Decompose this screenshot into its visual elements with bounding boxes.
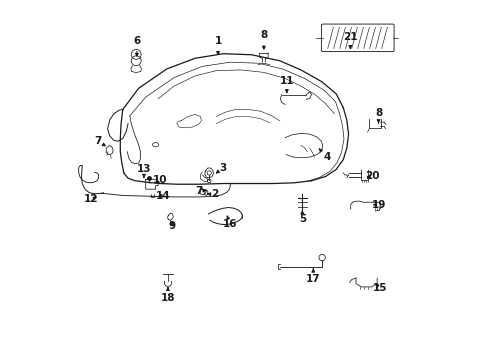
Text: 5: 5 <box>298 211 305 224</box>
Text: 11: 11 <box>279 76 293 93</box>
Text: 8: 8 <box>260 30 267 49</box>
Text: 16: 16 <box>223 216 237 229</box>
Text: 13: 13 <box>137 165 151 177</box>
Text: 7: 7 <box>94 136 105 146</box>
FancyBboxPatch shape <box>321 24 393 51</box>
Text: 15: 15 <box>372 283 387 293</box>
Text: 7: 7 <box>195 186 205 196</box>
Text: 2: 2 <box>207 189 218 199</box>
Text: 12: 12 <box>83 194 98 204</box>
Text: 4: 4 <box>318 149 330 162</box>
Text: 17: 17 <box>305 268 320 284</box>
Text: 9: 9 <box>168 221 175 231</box>
Text: 1: 1 <box>214 36 221 54</box>
Text: 8: 8 <box>374 108 382 123</box>
Text: 3: 3 <box>216 163 226 173</box>
Text: 18: 18 <box>161 287 175 303</box>
Text: 14: 14 <box>156 191 170 201</box>
Text: 20: 20 <box>364 171 379 181</box>
Text: 10: 10 <box>152 175 167 185</box>
Text: 19: 19 <box>370 200 385 210</box>
Text: 21: 21 <box>343 32 357 48</box>
Text: 6: 6 <box>133 36 140 56</box>
